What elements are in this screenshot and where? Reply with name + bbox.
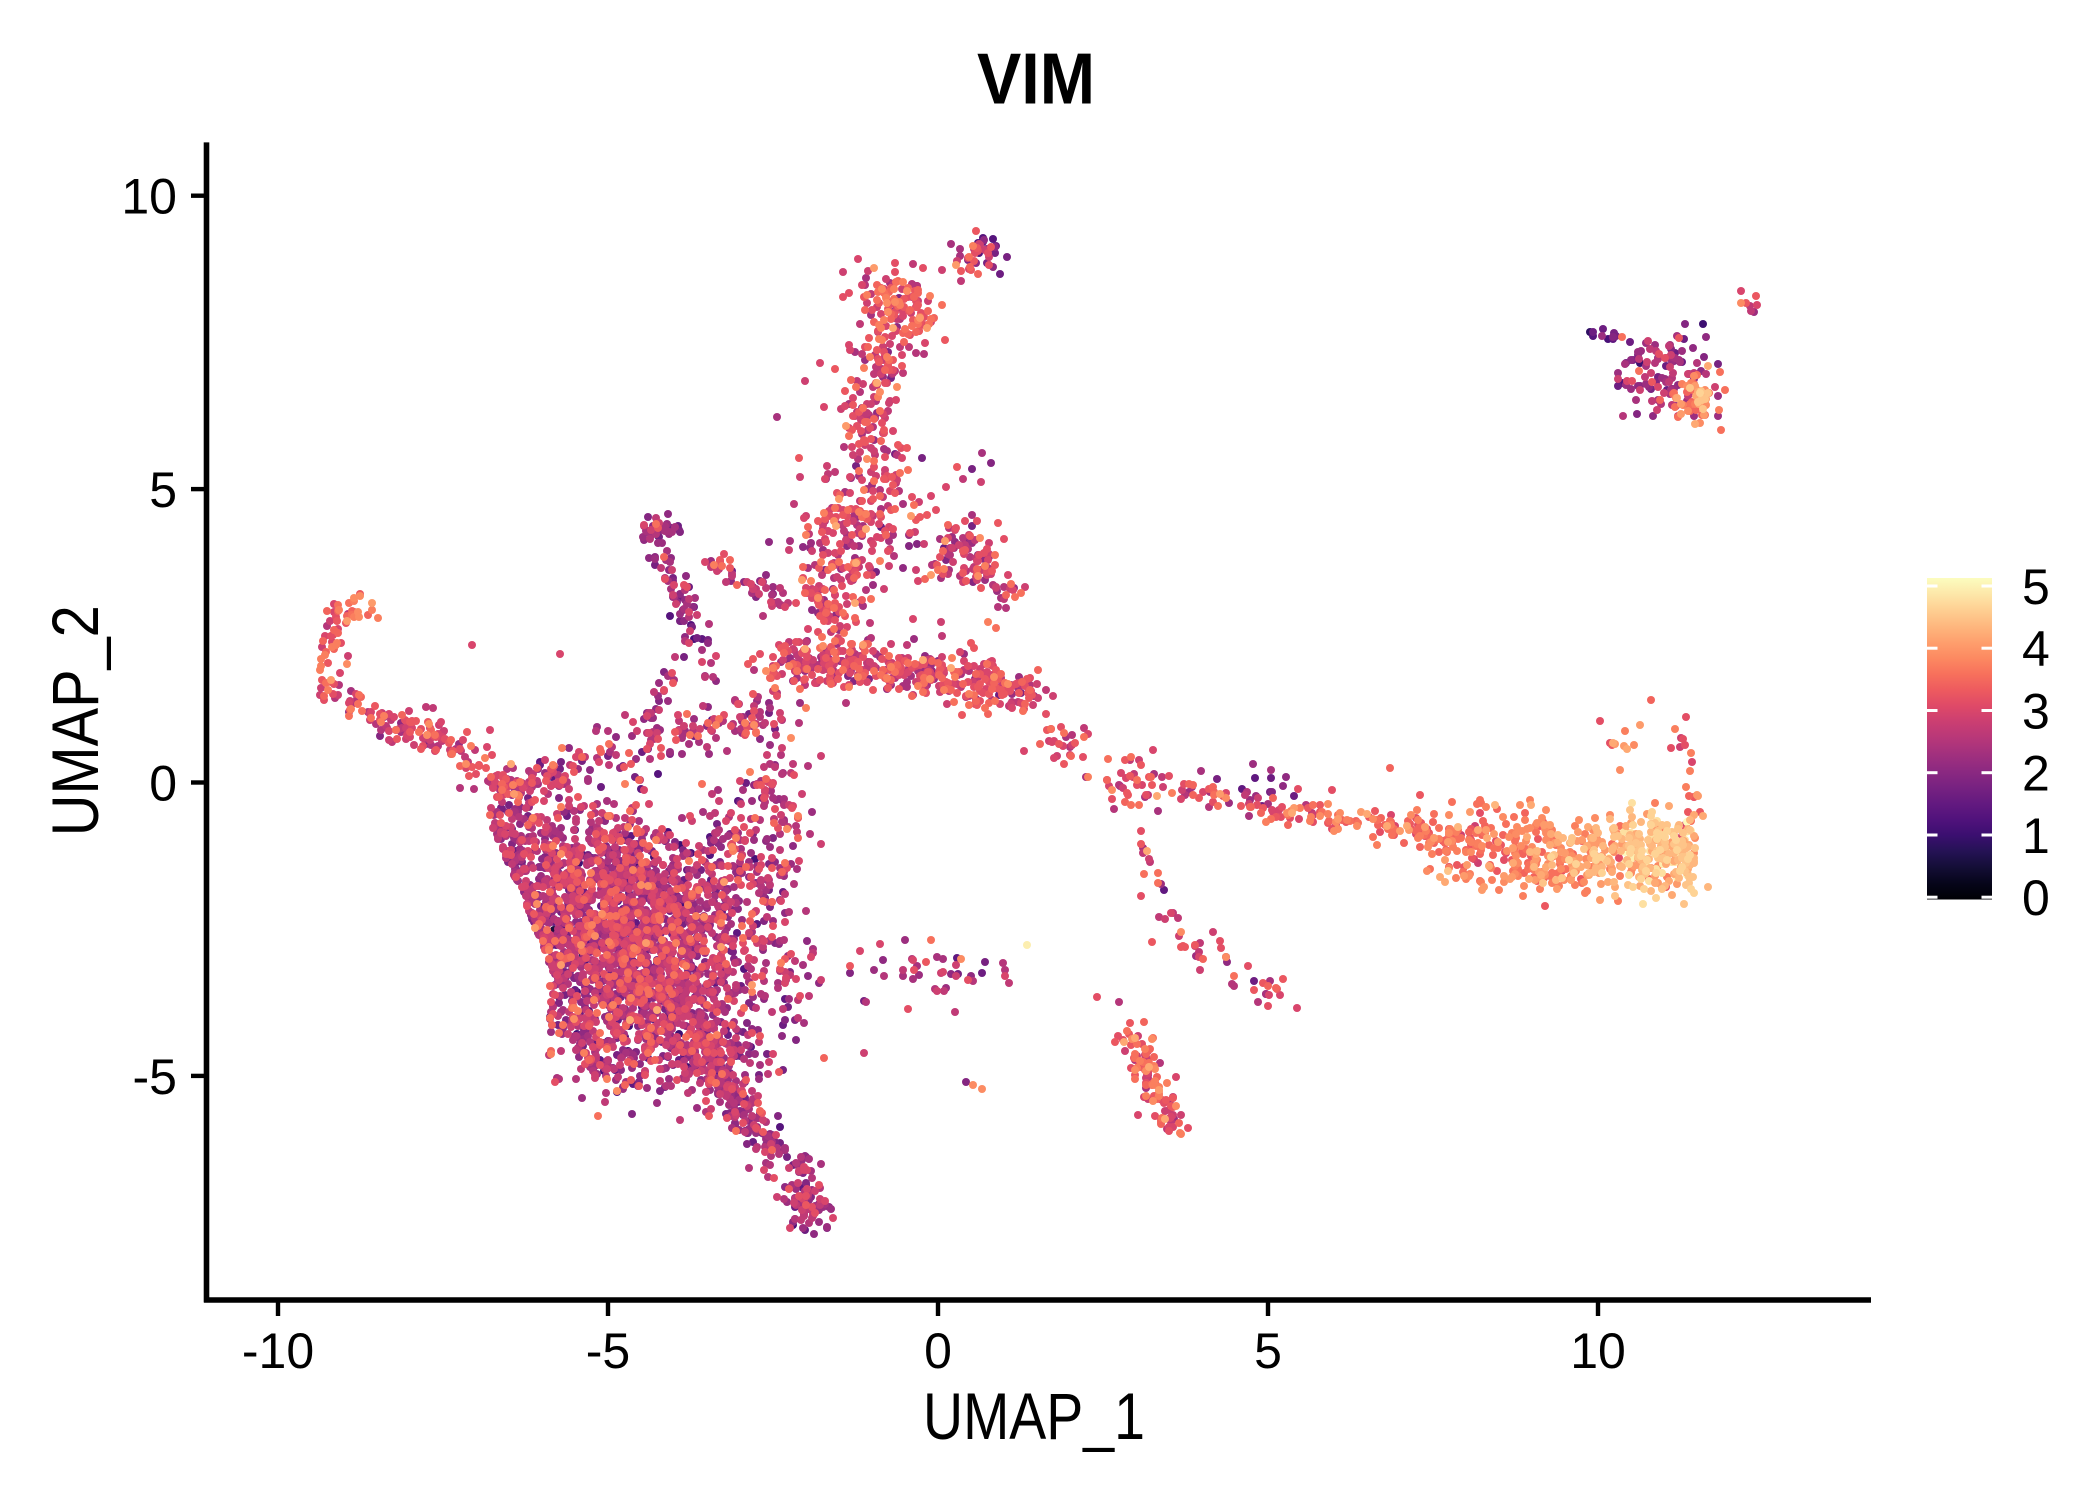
svg-text:0: 0 [2022,870,2050,926]
svg-text:10: 10 [121,169,177,225]
svg-text:-5: -5 [586,1323,630,1379]
svg-text:4: 4 [2022,621,2050,677]
svg-text:UMAP_1: UMAP_1 [923,1379,1145,1453]
svg-text:UMAP_2: UMAP_2 [38,605,112,836]
svg-text:5: 5 [1254,1323,1282,1379]
svg-text:1: 1 [2022,808,2050,864]
svg-text:5: 5 [2022,559,2050,615]
svg-text:10: 10 [1570,1323,1626,1379]
svg-text:2: 2 [2022,746,2050,802]
svg-text:-10: -10 [242,1323,314,1379]
svg-text:3: 3 [2022,684,2050,740]
svg-text:5: 5 [149,462,177,518]
svg-text:-5: -5 [133,1049,177,1105]
svg-text:VIM: VIM [977,40,1095,120]
svg-text:0: 0 [149,756,177,812]
svg-text:0: 0 [924,1323,952,1379]
